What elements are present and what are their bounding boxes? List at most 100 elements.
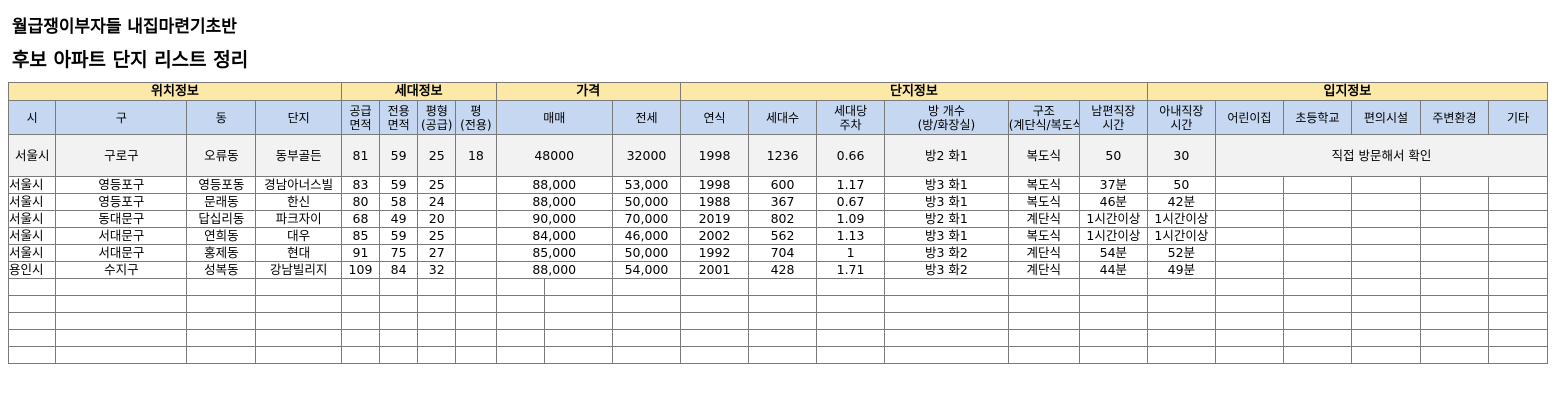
table-cell[interactable]: [1487, 261, 1549, 279]
table-cell[interactable]: 88,000: [495, 176, 613, 194]
empty-cell[interactable]: [748, 295, 818, 313]
table-cell[interactable]: [1282, 227, 1352, 245]
table-cell[interactable]: 88,000: [495, 193, 613, 211]
empty-cell[interactable]: [1487, 312, 1549, 330]
empty-cell[interactable]: [379, 312, 419, 330]
table-cell[interactable]: 용인시: [7, 261, 57, 279]
table-cell[interactable]: 서울시: [7, 176, 57, 194]
table-cell[interactable]: 영등포구: [55, 176, 188, 194]
empty-cell[interactable]: [379, 295, 419, 313]
table-cell[interactable]: 방3 화1: [884, 227, 1009, 245]
empty-cell[interactable]: [186, 312, 257, 330]
table-cell[interactable]: 25: [417, 176, 457, 194]
empty-cell[interactable]: [1419, 295, 1489, 313]
table-cell[interactable]: 영등포구: [55, 193, 188, 211]
table-cell[interactable]: [1350, 210, 1421, 228]
empty-cell[interactable]: [7, 295, 57, 313]
empty-cell[interactable]: [1214, 312, 1284, 330]
empty-cell[interactable]: [816, 312, 886, 330]
table-cell[interactable]: 27: [417, 244, 457, 262]
empty-cell[interactable]: [1282, 312, 1352, 330]
empty-cell[interactable]: [748, 278, 818, 296]
empty-cell[interactable]: [1419, 329, 1489, 347]
empty-cell[interactable]: [1282, 278, 1352, 296]
table-cell[interactable]: 대우: [255, 227, 342, 245]
empty-cell[interactable]: [1350, 295, 1421, 313]
empty-cell[interactable]: [7, 346, 57, 364]
table-cell[interactable]: 현대: [255, 244, 342, 262]
empty-cell[interactable]: [611, 278, 682, 296]
table-cell[interactable]: 서울시: [7, 244, 57, 262]
table-cell[interactable]: [1419, 261, 1489, 279]
table-cell[interactable]: 방3 화1: [884, 176, 1009, 194]
empty-cell[interactable]: [884, 312, 1009, 330]
table-cell[interactable]: 복도식: [1007, 176, 1080, 194]
empty-cell[interactable]: [611, 312, 682, 330]
table-cell[interactable]: 1998: [680, 176, 750, 194]
empty-cell[interactable]: [1350, 346, 1421, 364]
table-cell[interactable]: 2001: [680, 261, 750, 279]
table-cell[interactable]: 53,000: [611, 176, 682, 194]
empty-cell[interactable]: [455, 312, 497, 330]
empty-cell[interactable]: [543, 346, 613, 364]
table-cell[interactable]: [1419, 227, 1489, 245]
empty-cell[interactable]: [680, 312, 750, 330]
table-cell[interactable]: 1시간이상: [1078, 210, 1148, 228]
empty-cell[interactable]: [1007, 346, 1080, 364]
table-cell[interactable]: [455, 244, 497, 262]
table-cell[interactable]: 367: [748, 193, 818, 211]
table-cell[interactable]: 1.09: [816, 210, 886, 228]
empty-cell[interactable]: [417, 312, 457, 330]
table-cell[interactable]: 성복동: [186, 261, 257, 279]
table-cell[interactable]: 계단식: [1007, 244, 1080, 262]
empty-cell[interactable]: [340, 278, 381, 296]
empty-cell[interactable]: [1487, 346, 1549, 364]
empty-cell[interactable]: [340, 346, 381, 364]
empty-cell[interactable]: [340, 295, 381, 313]
empty-cell[interactable]: [255, 278, 342, 296]
empty-cell[interactable]: [455, 346, 497, 364]
empty-cell[interactable]: [417, 278, 457, 296]
table-cell[interactable]: 85,000: [495, 244, 613, 262]
empty-cell[interactable]: [543, 329, 613, 347]
table-cell[interactable]: [1487, 227, 1549, 245]
table-cell[interactable]: 1.71: [816, 261, 886, 279]
table-cell[interactable]: 동대문구: [55, 210, 188, 228]
table-cell[interactable]: [455, 261, 497, 279]
table-cell[interactable]: 0.67: [816, 193, 886, 211]
table-cell[interactable]: [1214, 227, 1284, 245]
table-cell[interactable]: 한신: [255, 193, 342, 211]
table-cell[interactable]: 59: [379, 176, 419, 194]
table-cell[interactable]: 1.17: [816, 176, 886, 194]
empty-cell[interactable]: [1078, 346, 1148, 364]
empty-cell[interactable]: [1007, 329, 1080, 347]
table-cell[interactable]: 49: [379, 210, 419, 228]
table-cell[interactable]: 연희동: [186, 227, 257, 245]
empty-cell[interactable]: [1214, 278, 1284, 296]
empty-cell[interactable]: [748, 329, 818, 347]
empty-cell[interactable]: [1487, 278, 1549, 296]
empty-cell[interactable]: [495, 329, 545, 347]
empty-cell[interactable]: [1214, 346, 1284, 364]
table-cell[interactable]: 24: [417, 193, 457, 211]
table-cell[interactable]: 84: [379, 261, 419, 279]
table-cell[interactable]: 수지구: [55, 261, 188, 279]
table-cell[interactable]: 83: [340, 176, 381, 194]
empty-cell[interactable]: [1214, 295, 1284, 313]
table-cell[interactable]: 802: [748, 210, 818, 228]
empty-cell[interactable]: [543, 278, 613, 296]
empty-cell[interactable]: [816, 329, 886, 347]
table-cell[interactable]: 계단식: [1007, 210, 1080, 228]
empty-cell[interactable]: [455, 295, 497, 313]
table-cell[interactable]: 42분: [1146, 193, 1216, 211]
empty-cell[interactable]: [1146, 278, 1216, 296]
empty-cell[interactable]: [1146, 312, 1216, 330]
empty-cell[interactable]: [884, 329, 1009, 347]
table-cell[interactable]: [1419, 210, 1489, 228]
empty-cell[interactable]: [255, 329, 342, 347]
table-cell[interactable]: 홍제동: [186, 244, 257, 262]
empty-cell[interactable]: [680, 329, 750, 347]
empty-cell[interactable]: [1078, 329, 1148, 347]
empty-cell[interactable]: [1282, 329, 1352, 347]
table-cell[interactable]: 영등포동: [186, 176, 257, 194]
